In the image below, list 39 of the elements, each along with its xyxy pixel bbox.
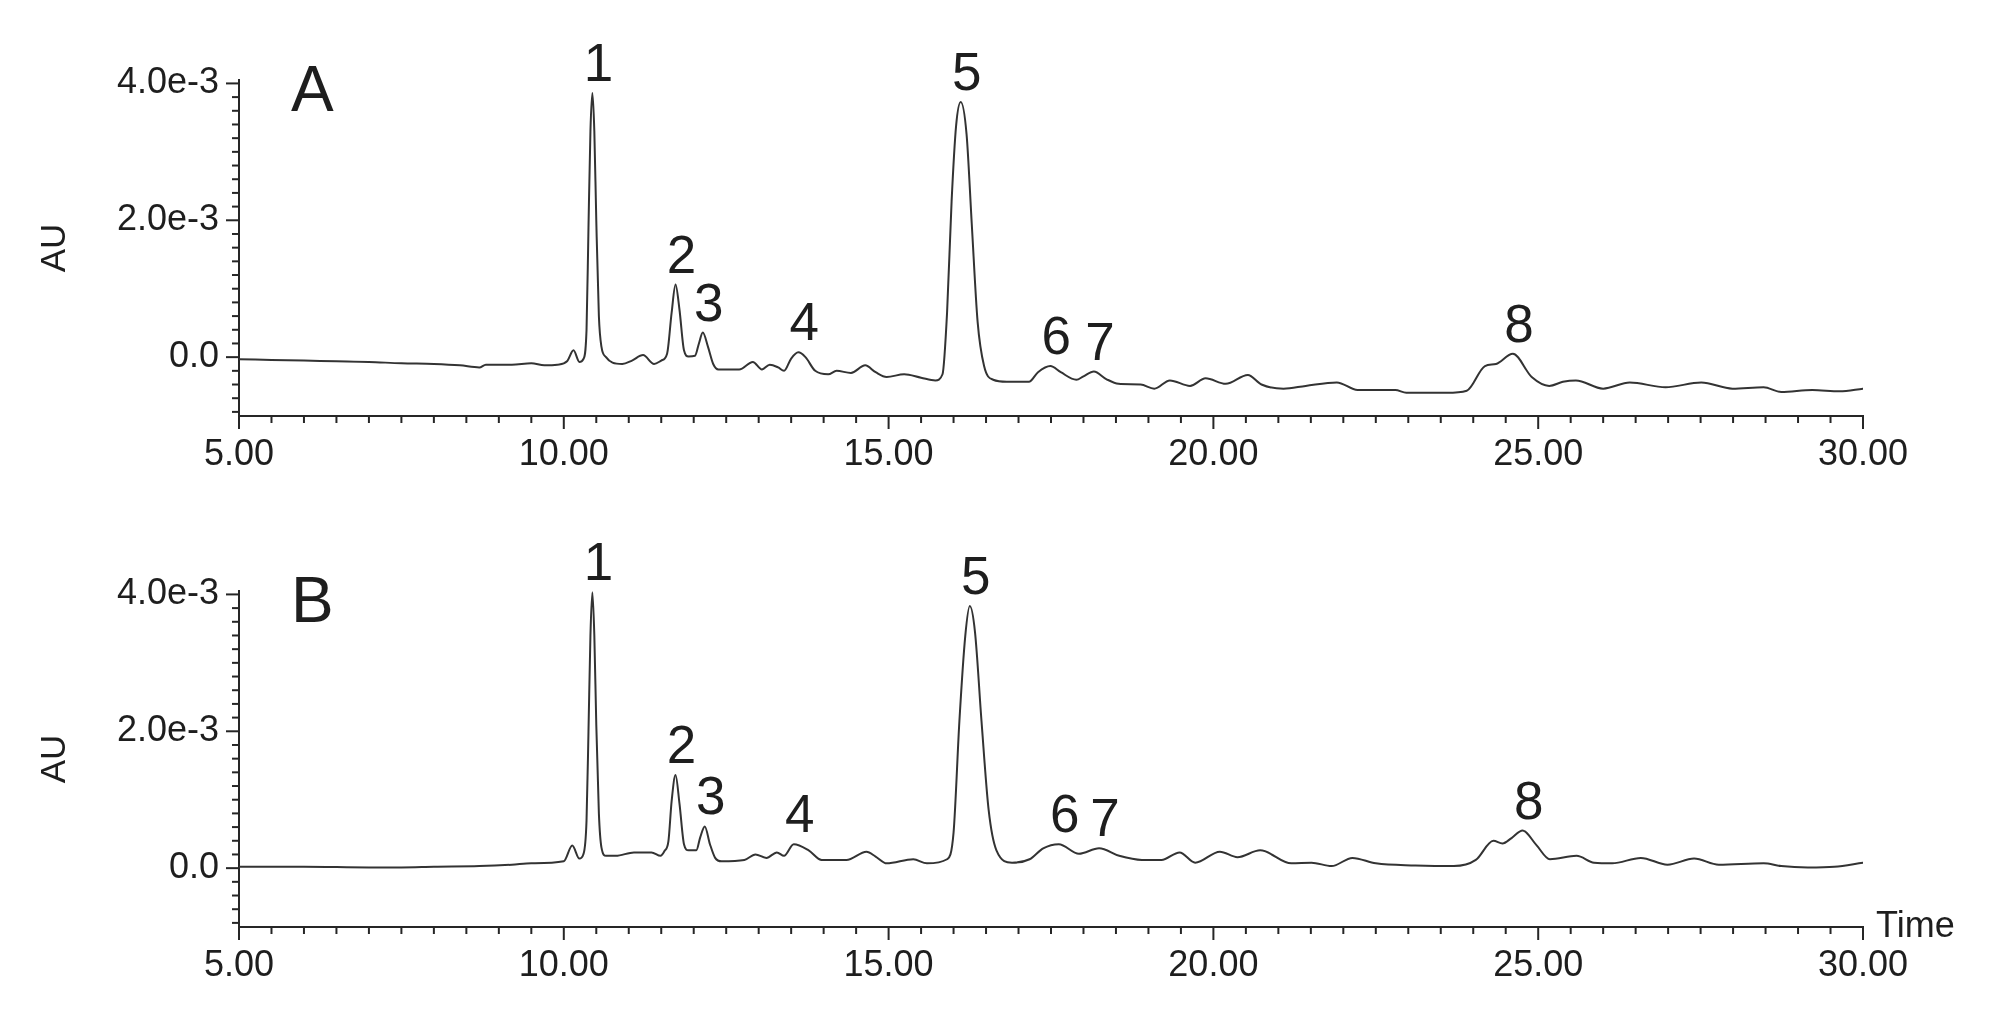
x-tick-label: 20.00: [1168, 942, 1259, 984]
chart-title: B: [291, 564, 334, 636]
x-tick-label: 30.00: [1817, 942, 1909, 984]
y-tick-label: 4.0e-3: [116, 60, 219, 102]
x-tick-label: 20.00: [1168, 431, 1259, 473]
y-tick-label: 0.0: [168, 845, 219, 887]
annotation: 6: [1041, 306, 1072, 366]
x-tick-label: 15.00: [843, 942, 934, 984]
annotation: 1: [583, 33, 614, 92]
annotation: 5: [951, 41, 982, 101]
annotation: 7: [1090, 788, 1120, 848]
x-tick-label: 5.00: [203, 942, 275, 984]
annotation: 2: [666, 715, 697, 775]
y-tick-label: 0.0: [168, 334, 219, 376]
annotation: 4: [789, 292, 820, 352]
y-tick-label: 2.0e-3: [116, 708, 219, 750]
x-tick-label: 10.00: [518, 431, 609, 473]
x-tick-label: 5.00: [203, 431, 275, 473]
annotation: 1: [583, 532, 614, 592]
annotation: 8: [1513, 770, 1544, 830]
x-tick-label: 25.00: [1493, 942, 1584, 984]
annotation: 6: [1050, 784, 1080, 844]
x-tick-label: 25.00: [1493, 431, 1584, 473]
x-tick-label: 10.00: [518, 942, 609, 984]
annotation: 8: [1504, 293, 1534, 353]
chart-title: A: [291, 53, 334, 125]
annotation: 3: [696, 766, 726, 826]
annotation: 3: [694, 272, 724, 332]
x-tick-label: 30.00: [1817, 431, 1909, 473]
annotation: 4: [785, 784, 815, 844]
y-axis-title: AU: [32, 734, 72, 784]
y-tick-label: 2.0e-3: [116, 197, 219, 239]
y-axis-title: AU: [32, 223, 72, 273]
x-tick-label: 15.00: [843, 431, 934, 473]
annotation: 2: [666, 224, 697, 284]
annotation: 5: [961, 546, 991, 606]
x-axis-title: Time: [1876, 903, 1955, 945]
y-tick-label: 4.0e-3: [116, 571, 219, 613]
annotation: 7: [1085, 311, 1115, 371]
